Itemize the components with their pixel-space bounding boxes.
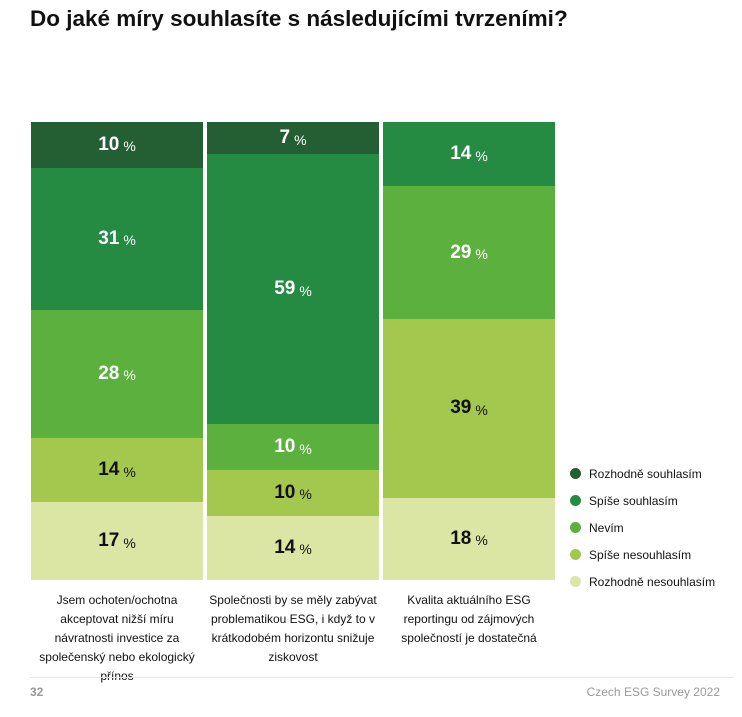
legend-item: Spíše nesouhlasím <box>570 541 715 568</box>
legend-swatch <box>570 468 581 479</box>
page-number: 32 <box>30 685 44 699</box>
bar-segment: 28% <box>31 309 203 438</box>
footer-divider <box>30 677 734 678</box>
data-label: 10 <box>98 133 120 155</box>
footer-source: Czech ESG Survey 2022 <box>586 685 720 699</box>
chart-title: Do jaké míry souhlasíte s následujícími … <box>30 6 568 31</box>
category-label: Společnosti by se měly zabývat problemat… <box>209 593 377 664</box>
bar-segment: 39% <box>383 318 555 498</box>
legend-label: Spíše souhlasím <box>589 493 678 508</box>
bar-segment: 10% <box>207 470 379 516</box>
data-label: 17 <box>98 530 120 552</box>
data-label-unit: % <box>299 440 312 457</box>
bar-segment: 14% <box>207 515 379 580</box>
bar-segment: 10% <box>31 122 203 168</box>
data-label-unit: % <box>123 232 136 249</box>
legend-label: Rozhodně nesouhlasím <box>589 574 716 589</box>
bar-segment: 17% <box>31 502 203 580</box>
data-label-unit: % <box>294 131 307 148</box>
data-label-unit: % <box>475 532 488 549</box>
data-label: 28 <box>98 362 120 384</box>
legend: Rozhodně souhlasím Spíše souhlasím Nevím Sp… <box>570 460 715 595</box>
bar-3: 14% 29% 39% 18% <box>383 122 555 580</box>
data-label-unit: % <box>475 147 488 164</box>
data-label: 10 <box>274 481 296 503</box>
data-label: 14 <box>98 459 120 481</box>
legend-swatch <box>570 495 581 506</box>
data-label-unit: % <box>299 486 312 503</box>
bar-segment: 59% <box>207 154 379 425</box>
data-label: 39 <box>450 397 472 419</box>
data-label-unit: % <box>299 541 312 558</box>
bar-2: 7% 59% 10% 10% 14% <box>207 122 379 580</box>
data-label: 7 <box>279 127 291 149</box>
bar-segment: 10% <box>207 424 379 471</box>
bar-1: 10% 31% 28% 14% 17% <box>31 122 203 580</box>
legend-label: Spíše nesouhlasím <box>589 547 692 562</box>
bar-segment: 29% <box>383 186 555 319</box>
data-label-unit: % <box>123 534 136 551</box>
category-label: Jsem ochoten/ochotna akceptovat nižší mí… <box>39 593 195 683</box>
legend-swatch <box>570 522 581 533</box>
legend-swatch <box>570 576 581 587</box>
data-label-unit: % <box>475 246 488 263</box>
bar-segment: 14% <box>31 438 203 503</box>
category-label: Kvalita aktuálního ESG reportingu od záj… <box>401 593 537 645</box>
legend-item: Spíše souhlasím <box>570 487 715 514</box>
legend-item: Nevím <box>570 514 715 541</box>
data-label-unit: % <box>475 401 488 418</box>
legend-label: Nevím <box>589 520 624 535</box>
data-label-unit: % <box>299 282 312 299</box>
bar-segment: 18% <box>383 497 555 580</box>
data-label: 59 <box>274 278 296 300</box>
legend-item: Rozhodně souhlasím <box>570 460 715 487</box>
data-label: 14 <box>274 536 296 558</box>
bar-segment: 31% <box>31 167 203 310</box>
data-label: 10 <box>274 436 296 458</box>
bar-segment: 7% <box>207 122 379 155</box>
data-label-unit: % <box>123 138 136 155</box>
data-label: 31 <box>98 227 120 249</box>
data-label-unit: % <box>123 367 136 384</box>
data-label: 14 <box>450 143 472 165</box>
legend-item: Rozhodně nesouhlasím <box>570 568 715 595</box>
legend-label: Rozhodně souhlasím <box>589 466 702 481</box>
data-label: 18 <box>450 527 472 549</box>
legend-swatch <box>570 549 581 560</box>
data-label: 29 <box>450 241 472 263</box>
bar-segment: 14% <box>383 122 555 187</box>
data-label-unit: % <box>123 463 136 480</box>
